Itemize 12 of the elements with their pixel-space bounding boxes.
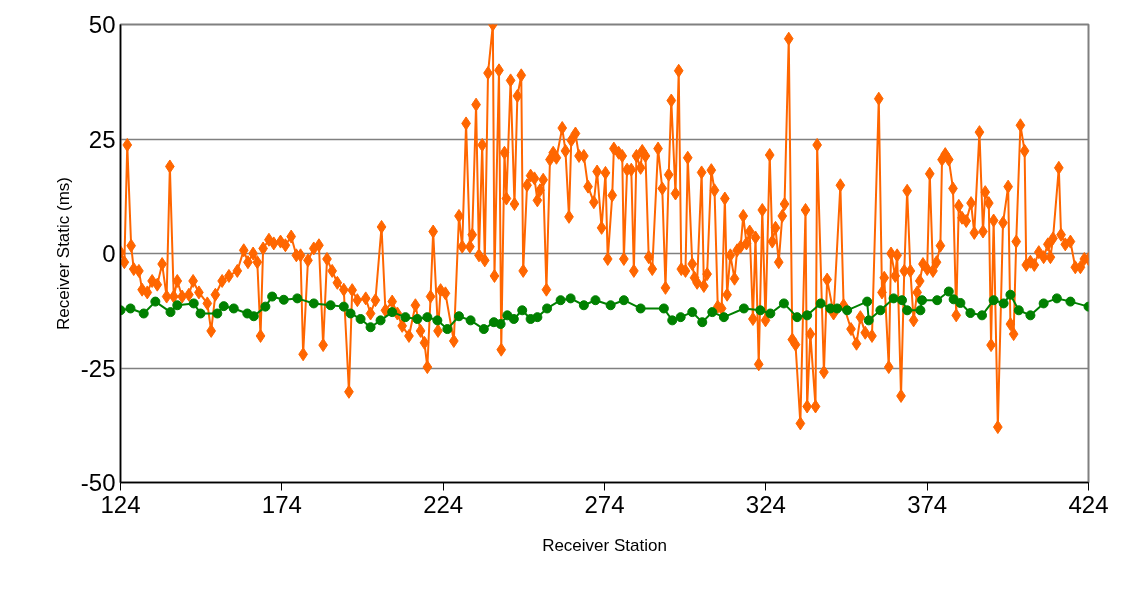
x-tick-label: 174 xyxy=(261,490,302,518)
y-tick-label: 25 xyxy=(88,125,116,153)
y-tick-label: 50 xyxy=(88,11,116,38)
x-tick-label: 224 xyxy=(423,490,464,518)
x-axis-title: Receiver Station xyxy=(542,535,667,555)
y-tick-label: -25 xyxy=(80,354,116,382)
x-tick-label: 424 xyxy=(1068,490,1109,518)
y-tick-label: 0 xyxy=(102,240,116,267)
x-tick-label: 324 xyxy=(745,490,786,518)
x-tick-label: 374 xyxy=(907,490,948,518)
y-axis-title: Receiver Static (ms) xyxy=(53,176,73,331)
x-tick-label: 274 xyxy=(584,490,625,518)
